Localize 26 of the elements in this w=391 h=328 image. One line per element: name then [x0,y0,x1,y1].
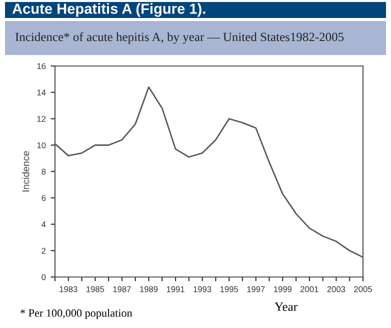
x-tick-label: 1995 [220,286,238,292]
y-tick-label: 6 [42,195,46,201]
y-tick-label: 12 [37,116,46,122]
x-tick-label: 2003 [327,286,346,292]
text: * Per 100,000 population [20,308,132,320]
x-axis-title: Year [274,302,298,311]
x-tick-label: 1993 [194,286,212,292]
y-tick-label: 0 [42,274,46,280]
y-tick-label: 2 [42,248,46,254]
y-tick-label: 14 [37,90,46,96]
chart-title: Acute Hepatitis A (Figure 1). [12,3,206,17]
x-tick-label: 2001 [300,286,318,292]
x-tick-label: 1987 [113,286,131,292]
x-tick-label: 1985 [86,286,104,292]
x-tick-label: 1997 [247,286,265,292]
chart-subtitle: Incidence* of acute hepitis A, by year — United States1982-2005 [15,32,344,44]
y-tick-label: 4 [42,222,46,228]
x-tick-label: 1989 [140,286,158,292]
y-tick-label: 10 [37,142,46,148]
x-tick-label: 2005 [354,286,372,292]
x-tick-label: 1983 [60,286,78,292]
y-axis-title: Incidence [22,151,30,192]
x-tick-label: 1999 [274,286,292,292]
x-tick-label: 1991 [166,286,184,292]
y-tick-label: 8 [42,168,46,175]
y-tick-label: 16 [37,63,46,70]
